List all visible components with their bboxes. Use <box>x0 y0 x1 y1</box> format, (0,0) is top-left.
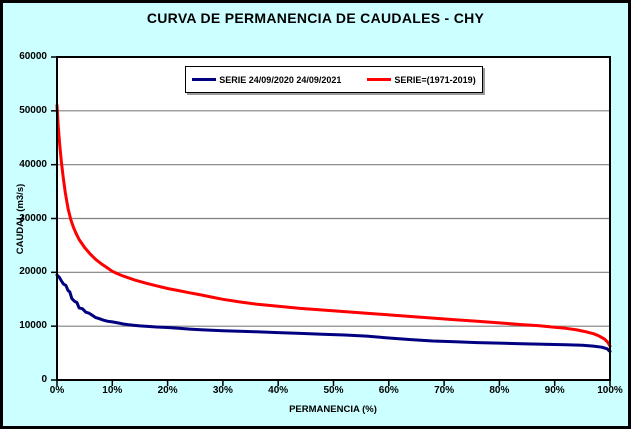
y-tick-label: 20000 <box>19 266 47 278</box>
y-tick-label: 40000 <box>19 158 47 170</box>
chart-title: CURVA DE PERMANENCIA DE CAUDALES - CHY <box>146 10 485 26</box>
x-tick-label: 30% <box>212 385 233 396</box>
series-line-1 <box>55 103 612 348</box>
y-tick-label: 10000 <box>19 320 47 332</box>
x-tick-label: 80% <box>489 385 510 396</box>
x-tick-label: 0% <box>49 385 65 396</box>
legend-label: SERIE 24/09/2020 24/09/2021 <box>219 74 342 85</box>
x-tick-label: 100% <box>597 385 623 396</box>
x-tick-label: 60% <box>378 385 399 396</box>
x-tick-label: 70% <box>434 385 455 396</box>
x-tick-label: 10% <box>102 385 123 396</box>
x-tick-label: 90% <box>544 385 565 396</box>
x-axis-title: PERMANENCIA (%) <box>289 404 377 415</box>
legend-swatch-blue-line <box>192 78 217 81</box>
legend-label: SERIE=(1971-2019) <box>394 74 476 85</box>
y-tick-label: 60000 <box>19 51 47 62</box>
plot-border <box>56 56 611 381</box>
y-tick-label: 30000 <box>19 212 47 224</box>
y-tick-label: 50000 <box>19 104 47 116</box>
legend-item-serie-2020-2021: SERIE 24/09/2020 24/09/2021 <box>192 75 341 85</box>
x-tick-label: 40% <box>268 385 289 396</box>
y-tick-label: 0 <box>41 374 47 385</box>
legend-box: SERIE 24/09/2020 24/09/2021 SERIE=(1971-… <box>185 66 483 93</box>
legend-swatch-red-line <box>367 78 392 81</box>
plot-area <box>51 56 612 386</box>
plot-svg <box>51 56 612 386</box>
series-line-0 <box>55 273 612 353</box>
x-tick-label: 50% <box>323 385 344 396</box>
x-tick-label: 20% <box>157 385 178 396</box>
legend-item-serie-1971-2019: SERIE=(1971-2019) <box>367 74 476 85</box>
